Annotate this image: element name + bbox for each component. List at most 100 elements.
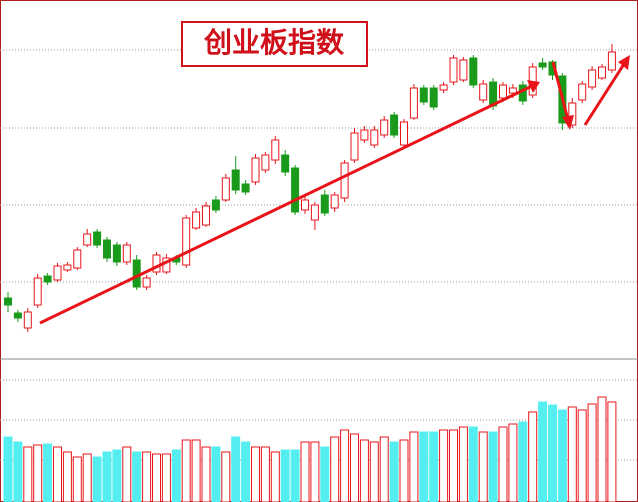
candle-body bbox=[370, 129, 379, 146]
volume-bar bbox=[528, 411, 538, 502]
volume-bar bbox=[280, 449, 290, 502]
volume-bar bbox=[419, 431, 429, 502]
candle-body bbox=[439, 84, 448, 91]
candle-body bbox=[73, 249, 82, 269]
volume-bar bbox=[458, 426, 468, 502]
candle-body bbox=[350, 132, 359, 161]
volume-bar bbox=[171, 449, 181, 502]
volume-bar bbox=[508, 423, 518, 502]
volume-bar bbox=[449, 429, 458, 502]
volume-bar bbox=[270, 451, 280, 502]
candle-body bbox=[538, 62, 547, 68]
candle-body bbox=[390, 114, 399, 136]
volume-bar bbox=[359, 439, 369, 502]
volume-bar bbox=[587, 403, 597, 502]
volume-bar bbox=[498, 426, 508, 502]
volume-bar bbox=[488, 431, 498, 502]
candle-body bbox=[330, 194, 339, 209]
volume-bar bbox=[82, 453, 92, 502]
volume-bar bbox=[23, 446, 33, 502]
volume-bar bbox=[161, 453, 171, 502]
volume-bar bbox=[251, 446, 260, 502]
candle-body bbox=[13, 312, 22, 319]
volume-bar bbox=[557, 409, 567, 502]
candle-body bbox=[301, 199, 309, 211]
candle-body bbox=[578, 83, 587, 101]
candle-body bbox=[380, 119, 389, 136]
volume-bar bbox=[142, 451, 152, 502]
candle-body bbox=[43, 275, 52, 283]
candle-body bbox=[211, 199, 220, 211]
candle-body bbox=[251, 157, 260, 183]
candle-body bbox=[271, 139, 280, 161]
candle-body bbox=[469, 57, 478, 86]
volume-bar bbox=[567, 406, 577, 502]
candle-body bbox=[53, 265, 62, 281]
volume-bar bbox=[350, 433, 359, 502]
candle-body bbox=[499, 84, 507, 99]
candle-body bbox=[479, 83, 488, 101]
volume-bar bbox=[310, 441, 320, 502]
volume-bar bbox=[201, 446, 211, 502]
volume-bar bbox=[548, 404, 557, 502]
candle-body bbox=[4, 297, 12, 306]
volume-bar bbox=[409, 431, 419, 502]
candle-body bbox=[409, 87, 418, 119]
volume-bar bbox=[221, 451, 231, 502]
volume-bar bbox=[132, 451, 142, 502]
candle-body bbox=[449, 57, 458, 83]
candle-body bbox=[598, 66, 606, 79]
volume-bar bbox=[13, 441, 23, 502]
volume-bar bbox=[478, 431, 488, 502]
candle-body bbox=[607, 51, 616, 71]
candle-body bbox=[132, 259, 141, 288]
candle-body bbox=[152, 254, 161, 273]
volume-bar bbox=[340, 429, 350, 502]
candle-body bbox=[320, 194, 329, 214]
volume-bar bbox=[43, 443, 53, 502]
volume-bar bbox=[152, 453, 161, 502]
volume-bar bbox=[33, 444, 43, 502]
volume-bar bbox=[607, 401, 617, 502]
chart-title: 创业板指数 bbox=[203, 26, 345, 59]
candle-body bbox=[23, 311, 32, 329]
volume-bar bbox=[3, 436, 13, 502]
volume-bar bbox=[241, 441, 251, 502]
candle-body bbox=[33, 277, 42, 306]
candle-body bbox=[202, 205, 210, 226]
candle-body bbox=[291, 167, 300, 213]
volume-bar bbox=[112, 449, 122, 502]
volume-bar bbox=[53, 446, 62, 502]
candle-body bbox=[221, 177, 230, 201]
candle-body bbox=[103, 239, 111, 259]
candle-body bbox=[588, 69, 597, 88]
candle-body bbox=[459, 59, 468, 81]
candle-body bbox=[142, 277, 151, 288]
candle-body bbox=[281, 154, 290, 173]
volume-bar bbox=[231, 436, 241, 502]
title-box bbox=[181, 21, 368, 67]
volume-bar bbox=[369, 441, 379, 502]
candle-body bbox=[429, 87, 438, 108]
volume-bar bbox=[62, 451, 72, 502]
volume-bar bbox=[439, 429, 449, 502]
volume-bar bbox=[320, 446, 330, 502]
trend-arrows bbox=[39, 55, 630, 325]
volume-bar bbox=[468, 426, 478, 502]
volume-bar bbox=[389, 441, 399, 502]
candle-body bbox=[182, 217, 191, 266]
volume-bar bbox=[300, 441, 310, 502]
volume-bar bbox=[538, 401, 548, 502]
candle-body bbox=[261, 154, 270, 171]
candle-body bbox=[568, 102, 577, 126]
candle-body bbox=[122, 244, 131, 263]
volume-bar bbox=[429, 431, 439, 502]
volume-bar bbox=[290, 449, 300, 502]
volume-bar bbox=[260, 446, 270, 502]
candle-body bbox=[83, 233, 92, 246]
volume-bar bbox=[577, 409, 587, 502]
volume-bar bbox=[191, 439, 201, 502]
candle-body bbox=[192, 211, 201, 229]
volume-bar bbox=[379, 436, 389, 502]
